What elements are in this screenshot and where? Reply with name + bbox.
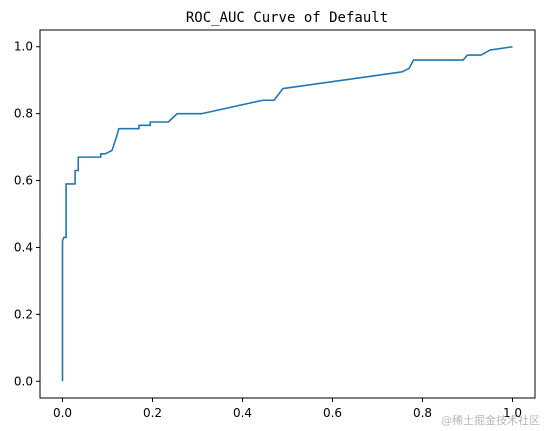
x-tick-label: 0.8 bbox=[413, 406, 432, 420]
roc-curve-line bbox=[61, 45, 513, 382]
y-axis-ticks: 0.0 0.2 0.4 0.6 0.8 1.0 bbox=[14, 40, 40, 388]
x-axis-ticks: 0.0 0.2 0.4 0.6 0.8 1.0 bbox=[53, 398, 522, 420]
y-tick-label: 0.2 bbox=[14, 307, 33, 321]
series-layer bbox=[61, 45, 513, 382]
y-tick-label: 1.0 bbox=[14, 40, 33, 54]
y-tick-label: 0.6 bbox=[14, 174, 33, 188]
watermark-text: @稀土掘金技术社区 bbox=[441, 413, 540, 427]
y-tick-label: 0.4 bbox=[14, 240, 33, 254]
y-tick-label: 0.8 bbox=[14, 107, 33, 121]
x-tick-label: 0.6 bbox=[323, 406, 342, 420]
x-tick-label: 0.4 bbox=[233, 406, 252, 420]
y-tick-label: 0.0 bbox=[14, 374, 33, 388]
plot-area bbox=[39, 29, 536, 399]
axes-frame bbox=[39, 29, 536, 399]
x-tick-label: 1.0 bbox=[503, 406, 522, 420]
x-tick-label: 0.0 bbox=[53, 406, 72, 420]
chart-title: ROC_AUC Curve of Default bbox=[186, 10, 388, 26]
x-tick-label: 0.2 bbox=[143, 406, 162, 420]
